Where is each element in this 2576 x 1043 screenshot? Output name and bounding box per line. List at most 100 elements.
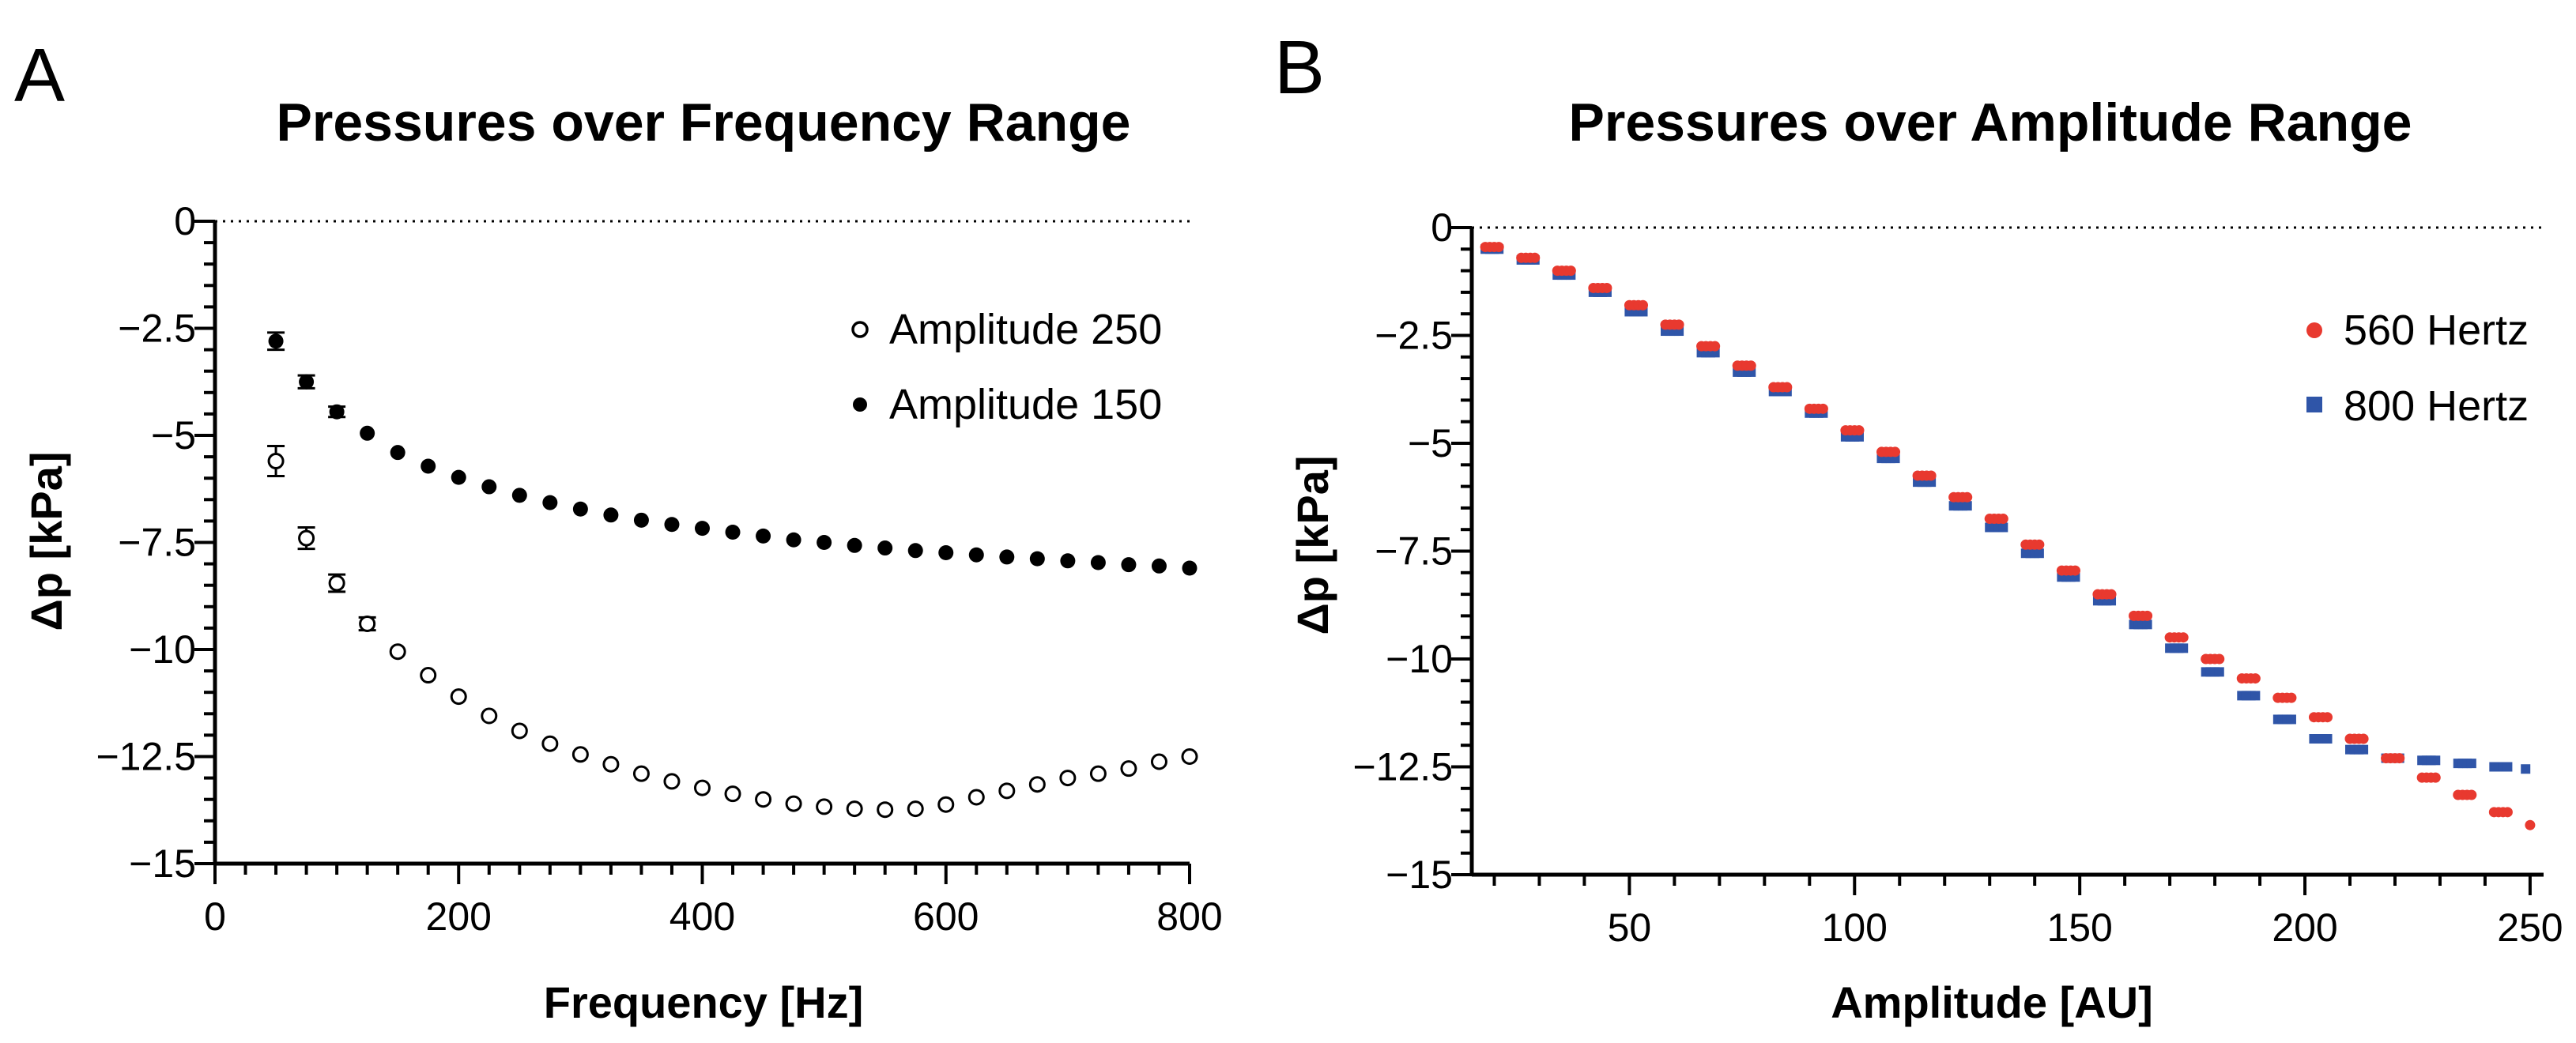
panel-a: A Pressures over Frequency Range Δp [kPa… — [14, 33, 1223, 1027]
data-point-amplitude-250 — [328, 574, 345, 592]
chart-a-y-tick-label: −15 — [129, 842, 196, 886]
chart-a-y-tick-label: 0 — [174, 199, 196, 243]
chart-a-ylabel: Δp [kPa] — [21, 452, 71, 631]
chart-a-xlabel: Frequency [Hz] — [544, 977, 864, 1027]
data-point-560-hertz — [2214, 653, 2225, 665]
chart-a-x-tick-label: 800 — [1156, 894, 1222, 939]
chart-a-x-tick-label: 200 — [426, 894, 492, 939]
data-point-560-hertz — [1638, 299, 1649, 311]
data-point-560-hertz — [1493, 242, 1504, 253]
data-point-amplitude-250 — [1089, 765, 1107, 782]
data-point-amplitude-250 — [755, 791, 772, 808]
data-point-amplitude-150 — [1151, 558, 1167, 574]
data-point-amplitude-250 — [389, 643, 406, 661]
chart-a-y-tick-label: −7.5 — [118, 521, 196, 565]
panel-letter-a: A — [14, 33, 65, 118]
chart-a-legend: Amplitude 250 Amplitude 150 — [851, 306, 1162, 428]
data-point-800-hertz — [2502, 762, 2513, 772]
data-point-amplitude-150 — [390, 445, 405, 461]
data-point-amplitude-150 — [847, 537, 862, 553]
data-point-amplitude-150 — [1121, 557, 1137, 573]
chart-a-y-tick-label: −5 — [151, 413, 196, 457]
data-point-amplitude-150 — [786, 532, 801, 548]
data-point-800-hertz — [2214, 667, 2224, 677]
chart-b-y-tick-label: −12.5 — [1352, 745, 1453, 789]
data-point-amplitude-250 — [877, 801, 894, 819]
data-point-560-hertz — [2286, 692, 2297, 703]
data-point-amplitude-150 — [299, 374, 315, 390]
data-point-amplitude-150 — [633, 512, 649, 528]
chart-b-x-tick-label: 250 — [2497, 906, 2563, 950]
data-point-amplitude-150 — [481, 479, 497, 495]
chart-b-y-tick-label: −7.5 — [1375, 529, 1453, 574]
chart-b-y-tick-label: −5 — [1408, 421, 1453, 465]
data-point-amplitude-150 — [542, 495, 558, 510]
data-point-amplitude-150 — [968, 547, 984, 563]
data-point-amplitude-150 — [664, 517, 680, 533]
data-point-amplitude-150 — [603, 507, 619, 523]
chart-b-title: Pressures over Amplitude Range — [1569, 92, 2412, 152]
data-point-amplitude-250 — [785, 795, 802, 812]
data-point-560-hertz — [2466, 789, 2477, 800]
data-point-560-hertz — [1710, 341, 1721, 352]
data-point-560-hertz — [1890, 446, 1901, 457]
chart-b-y-tick-label: −10 — [1386, 637, 1453, 681]
data-point-560-hertz — [1962, 491, 1973, 503]
data-point-560-hertz — [2178, 632, 2189, 643]
data-point-560-hertz — [2358, 733, 2369, 744]
data-point-560-hertz — [1529, 252, 1541, 263]
data-point-800-hertz — [2142, 619, 2152, 630]
data-point-amplitude-250 — [1150, 753, 1167, 770]
data-point-amplitude-150 — [360, 425, 375, 441]
chart-b-x-tick-label: 200 — [2272, 906, 2337, 950]
data-point-amplitude-150 — [938, 545, 954, 561]
chart-a-y-tick-label: −10 — [129, 627, 196, 672]
chart-b-x-tick-label: 100 — [1822, 906, 1888, 950]
data-point-amplitude-250 — [602, 755, 620, 773]
legend-marker-800-hertz — [2306, 397, 2322, 412]
chart-a-x-tick-label: 400 — [669, 894, 735, 939]
data-point-amplitude-150 — [421, 458, 436, 474]
legend-marker-amplitude-250 — [851, 321, 869, 338]
data-point-560-hertz — [1601, 282, 1612, 293]
data-point-560-hertz — [2502, 807, 2513, 818]
data-point-amplitude-250 — [298, 529, 315, 547]
data-point-560-hertz — [2322, 712, 2333, 723]
legend-label-800-hertz: 800 Hertz — [2344, 382, 2529, 430]
data-point-amplitude-150 — [695, 521, 710, 537]
data-point-amplitude-250 — [359, 615, 376, 632]
chart-a-title: Pressures over Frequency Range — [277, 92, 1131, 152]
legend-label-amplitude-250: Amplitude 250 — [889, 306, 1162, 353]
chart-b-points — [1480, 242, 2536, 830]
data-point-amplitude-250 — [846, 800, 863, 818]
legend-label-amplitude-150: Amplitude 150 — [889, 381, 1162, 428]
legend-label-560-hertz: 560 Hertz — [2344, 307, 2529, 354]
data-point-amplitude-150 — [999, 549, 1015, 565]
data-point-560-hertz — [2394, 753, 2405, 764]
data-point-amplitude-150 — [451, 469, 466, 485]
data-point-560-hertz — [2142, 610, 2153, 621]
chart-a-y-tick-label: −2.5 — [118, 307, 196, 351]
chart-a-ticks: 0−2.5−5−7.5−10−12.5−150 200 400 600 800 — [96, 199, 1222, 939]
panel-b: B Pressures over Amplitude Range Δp [kPa… — [1274, 25, 2563, 1027]
chart-b-y-tick-label: −15 — [1386, 853, 1453, 897]
data-point-800-hertz — [2359, 744, 2369, 755]
data-point-amplitude-250 — [481, 707, 498, 725]
data-point-800-hertz — [2431, 755, 2441, 766]
chart-b-x-tick-label: 50 — [1608, 906, 1652, 950]
data-point-800-hertz — [2466, 759, 2476, 769]
data-point-560-hertz — [1673, 319, 1684, 330]
data-point-amplitude-250 — [632, 765, 650, 782]
data-point-amplitude-150 — [329, 404, 345, 420]
chart-b-y-tick-label: 0 — [1431, 205, 1453, 250]
data-point-560-hertz — [2430, 772, 2441, 783]
data-point-560-hertz — [1782, 382, 1793, 393]
data-point-560-hertz — [2250, 673, 2261, 684]
data-point-560-hertz — [2034, 539, 2045, 550]
data-point-800-hertz — [2178, 643, 2189, 653]
data-point-560-hertz — [1854, 425, 1865, 436]
data-point-amplitude-150 — [268, 333, 284, 349]
data-point-amplitude-150 — [572, 501, 588, 517]
data-point-800-hertz — [2286, 714, 2296, 725]
data-point-amplitude-250 — [907, 800, 924, 818]
